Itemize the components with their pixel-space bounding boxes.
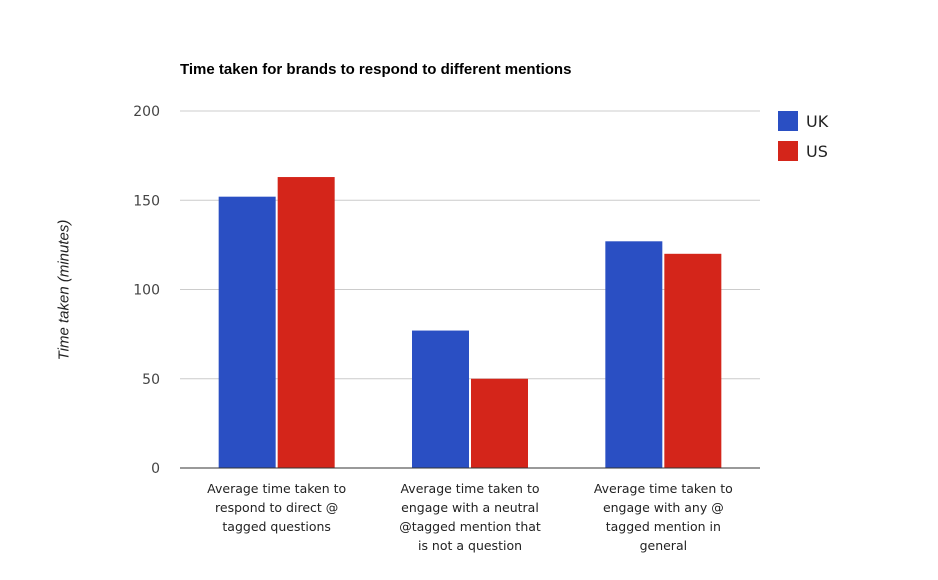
x-tick-label-line: engage with a neutral [401,500,539,515]
x-tick-label-line: tagged questions [222,519,331,534]
x-tick-label: Average time taken to engage with any @ ta… [594,481,733,553]
x-tick-label: Average time taken to respond to direct @… [207,481,346,534]
x-tick-label-line: general [640,538,688,553]
x-tick-label-line: engage with any @ [603,500,724,515]
x-tick-label-line: respond to direct @ [215,500,338,515]
x-tick-label-line: Average time taken to [207,481,346,496]
x-tick-label-line: is not a question [418,538,522,553]
y-tick-label: 100 [133,283,160,299]
x-tick-label-line: Average time taken to [400,481,539,496]
legend-swatch-uk [778,111,798,131]
x-tick-label-line: Average time taken to [594,481,733,496]
x-tick-label-line: @tagged mention that [399,519,541,534]
x-tick-label: Average time taken to engage with a neutr… [399,481,541,553]
bar-uk-2 [412,330,469,468]
bar-uk-1 [218,196,276,468]
x-tick-label-line: tagged mention in [606,519,721,534]
legend-swatch-us [778,141,798,161]
y-tick-label: 150 [133,193,160,209]
legend-label-uk: UK [806,112,829,131]
bar-uk-3 [605,241,663,468]
bar-us-3 [664,253,722,468]
bar-us-2 [471,378,528,468]
legend-label-us: US [806,142,828,161]
y-tick-label: 200 [133,104,160,120]
bar-us-1 [277,177,335,469]
chart-title: Time taken for brands to respond to diff… [180,61,572,78]
y-tick-label: 50 [142,372,160,388]
y-tick-label: 0 [151,461,160,477]
